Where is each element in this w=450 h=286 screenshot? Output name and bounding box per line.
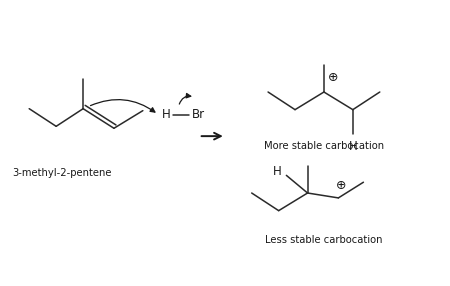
Text: H: H xyxy=(162,108,171,121)
Text: H: H xyxy=(348,140,357,153)
Text: Less stable carbocation: Less stable carbocation xyxy=(265,235,382,245)
Text: Br: Br xyxy=(192,108,205,121)
Text: 3-methyl-2-pentene: 3-methyl-2-pentene xyxy=(12,168,112,178)
Text: ⊕: ⊕ xyxy=(336,179,346,192)
Text: H: H xyxy=(273,165,282,178)
Text: More stable carbocation: More stable carbocation xyxy=(264,141,384,151)
Text: ⊕: ⊕ xyxy=(328,71,339,84)
